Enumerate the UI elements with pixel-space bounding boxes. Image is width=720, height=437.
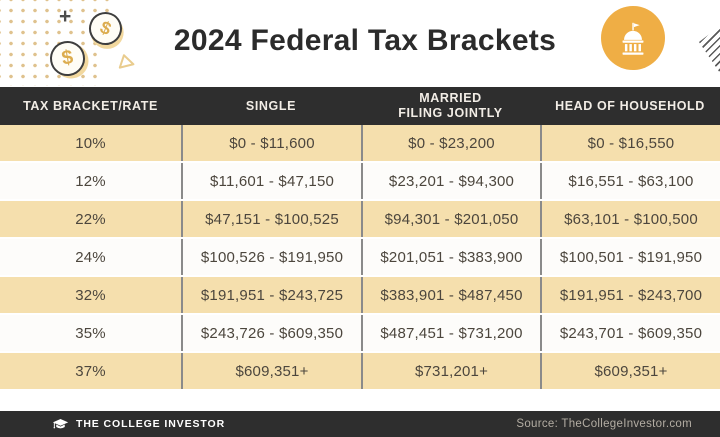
table-row: 12% $11,601 - $47,150 $23,201 - $94,300 $16…	[0, 163, 720, 201]
table-row: 37% $609,351+ $731,201+ $609,351+	[0, 353, 720, 391]
brand-name: THE COLLEGE INVESTOR	[76, 418, 226, 430]
table-header-row: TAX BRACKET/RATE SINGLE MARRIED FILING J…	[0, 87, 720, 125]
tax-range-cell: $243,726 - $609,350	[181, 315, 361, 351]
table-row: 32% $191,951 - $243,725 $383,901 - $487,45…	[0, 277, 720, 315]
tax-rate-cell: 37%	[75, 362, 106, 380]
tax-range-cell: $100,501 - $191,950	[540, 239, 720, 275]
table-row: 24% $100,526 - $191,950 $201,051 - $383,90…	[0, 239, 720, 277]
tax-range-cell: $191,951 - $243,725	[181, 277, 361, 313]
tax-range-cell: $0 - $16,550	[540, 125, 720, 161]
tax-rate-cell: 35%	[75, 324, 106, 342]
graduation-cap-icon	[52, 418, 69, 431]
triangle-outline-icon	[115, 51, 138, 76]
tax-rate-cell: 12%	[75, 172, 106, 190]
footer-bar: THE COLLEGE INVESTOR Source: TheCollegeI…	[0, 411, 720, 437]
tax-range-cell: $23,201 - $94,300	[361, 163, 540, 199]
tax-rate-cell: 22%	[75, 210, 106, 228]
tax-rate-cell: 10%	[75, 134, 106, 152]
table-row: 35% $243,726 - $609,350 $487,451 - $731,20…	[0, 315, 720, 353]
tax-range-cell: $0 - $23,200	[361, 125, 540, 161]
table-row: 22% $47,151 - $100,525 $94,301 - $201,050 $…	[0, 201, 720, 239]
tax-range-cell: $0 - $11,600	[181, 125, 361, 161]
tax-range-cell: $11,601 - $47,150	[181, 163, 361, 199]
striped-triangle-decoration	[699, 26, 720, 73]
tax-rate-cell: 32%	[75, 286, 106, 304]
bank-building-icon	[601, 6, 665, 70]
column-header-rate: TAX BRACKET/RATE	[23, 98, 158, 113]
table-row: 10% $0 - $11,600 $0 - $23,200 $0 - $16,550	[0, 125, 720, 163]
page-title: 2024 Federal Tax Brackets	[173, 24, 557, 57]
column-header-married: MARRIED FILING JOINTLY	[398, 91, 503, 120]
tax-range-cell: $609,351+	[540, 353, 720, 389]
column-header-head-of-household: HEAD OF HOUSEHOLD	[555, 98, 705, 113]
tax-range-cell: $47,151 - $100,525	[181, 201, 361, 237]
header-banner: + $ $ 2024 Federal Tax Brackets	[0, 0, 720, 87]
plus-icon: +	[59, 5, 72, 28]
tax-range-cell: $16,551 - $63,100	[540, 163, 720, 199]
tax-range-cell: $243,701 - $609,350	[540, 315, 720, 351]
tax-range-cell: $100,526 - $191,950	[181, 239, 361, 275]
tax-range-cell: $487,451 - $731,200	[361, 315, 540, 351]
tax-range-cell: $609,351+	[181, 353, 361, 389]
table-body: 10% $0 - $11,600 $0 - $23,200 $0 - $16,550 1…	[0, 125, 720, 391]
tax-range-cell: $94,301 - $201,050	[361, 201, 540, 237]
source-attribution: Source: TheCollegeInvestor.com	[516, 418, 692, 430]
tax-range-cell: $731,201+	[361, 353, 540, 389]
tax-rate-cell: 24%	[75, 248, 106, 266]
tax-range-cell: $201,051 - $383,900	[361, 239, 540, 275]
tax-range-cell: $383,901 - $487,450	[361, 277, 540, 313]
brand-logo: THE COLLEGE INVESTOR	[52, 418, 225, 431]
tax-range-cell: $63,101 - $100,500	[540, 201, 720, 237]
tax-range-cell: $191,951 - $243,700	[540, 277, 720, 313]
column-header-single: SINGLE	[245, 98, 297, 113]
